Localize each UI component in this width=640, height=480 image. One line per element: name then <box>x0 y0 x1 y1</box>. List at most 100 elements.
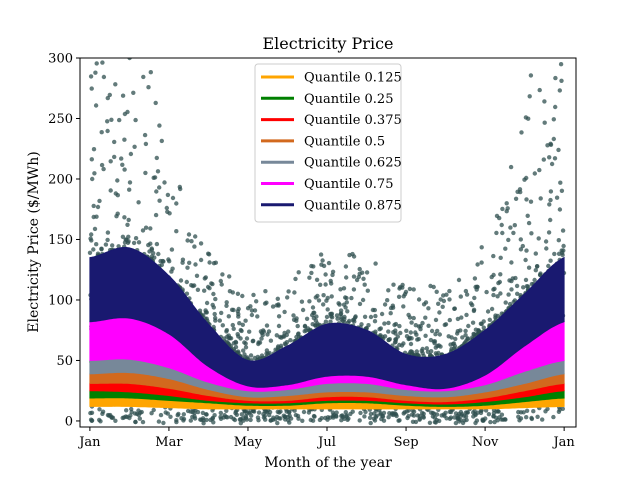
scatter-point <box>401 304 406 309</box>
legend: Quantile 0.125 Quantile 0.25 Quantile 0.37… <box>254 63 402 223</box>
scatter-point <box>98 31 102 35</box>
scatter-point <box>524 197 529 202</box>
scatter-point <box>230 322 235 328</box>
scatter-point <box>481 325 486 330</box>
scatter-point <box>542 99 547 104</box>
scatter-point <box>107 92 113 98</box>
scatter-point <box>212 311 217 317</box>
scatter-point <box>100 29 104 33</box>
scatter-point <box>503 417 508 422</box>
scatter-point <box>407 315 413 320</box>
scatter-point <box>240 322 245 327</box>
scatter-point <box>292 408 297 413</box>
scatter-point <box>155 169 161 174</box>
scatter-point <box>204 412 209 417</box>
scatter-point <box>166 257 171 262</box>
scatter-point <box>548 189 554 194</box>
legend-label: Quantile 0.5 <box>304 134 385 149</box>
scatter-point <box>511 230 516 236</box>
scatter-point <box>463 288 469 294</box>
scatter-point <box>93 0 97 2</box>
scatter-point <box>152 255 157 260</box>
scatter-point <box>127 415 132 421</box>
scatter-point <box>170 195 176 201</box>
scatter-point <box>126 217 131 223</box>
scatter-point <box>516 414 521 419</box>
scatter-point <box>318 282 323 287</box>
scatter-point <box>202 288 207 293</box>
scatter-point <box>553 104 558 110</box>
scatter-point <box>238 327 243 333</box>
scatter-point <box>276 303 281 308</box>
scatter-point <box>348 411 353 417</box>
scatter-point <box>466 323 471 329</box>
scatter-point <box>495 294 500 299</box>
scatter-point <box>318 252 324 257</box>
scatter-point <box>397 342 402 348</box>
scatter-point <box>559 78 564 84</box>
scatter-point <box>362 282 367 287</box>
scatter-point <box>133 117 138 123</box>
scatter-point <box>382 321 387 326</box>
scatter-point <box>285 295 290 300</box>
scatter-point <box>533 268 538 273</box>
scatter-point <box>529 415 534 421</box>
scatter-point <box>244 417 249 422</box>
scatter-point <box>395 334 400 339</box>
scatter-point <box>406 413 411 419</box>
scatter-point <box>341 286 347 291</box>
scatter-point <box>373 261 378 266</box>
scatter-point <box>218 278 223 284</box>
scatter-point <box>261 415 267 420</box>
y-tick-label: 250 <box>48 112 73 127</box>
scatter-point <box>242 340 247 345</box>
scatter-point <box>460 420 466 426</box>
scatter-point <box>101 5 105 9</box>
scatter-point <box>401 341 406 346</box>
scatter-point <box>431 284 436 290</box>
scatter-point <box>189 283 194 288</box>
scatter-point <box>304 316 310 321</box>
scatter-point <box>251 338 256 343</box>
scatter-point <box>443 322 449 327</box>
scatter-point <box>381 418 387 423</box>
scatter-point <box>367 415 373 420</box>
scatter-point <box>401 294 406 299</box>
scatter-point <box>459 315 464 320</box>
scatter-point <box>540 417 545 422</box>
scatter-point <box>148 70 153 75</box>
scatter-point <box>546 52 550 56</box>
scatter-point <box>285 414 291 420</box>
scatter-point <box>354 277 360 283</box>
scatter-point <box>218 410 223 416</box>
scatter-point <box>140 22 144 26</box>
scatter-point <box>360 270 365 275</box>
scatter-point <box>526 116 531 121</box>
scatter-point <box>151 407 156 413</box>
scatter-point <box>300 307 306 313</box>
scatter-point <box>323 415 328 421</box>
scatter-point <box>499 222 504 228</box>
scatter-point <box>262 409 268 414</box>
x-tick-label: Jul <box>316 435 336 450</box>
scatter-point <box>561 243 566 249</box>
scatter-point <box>231 341 237 346</box>
scatter-point <box>419 348 424 354</box>
scatter-point <box>528 73 534 78</box>
scatter-point <box>426 323 431 328</box>
scatter-point <box>479 260 484 265</box>
scatter-point <box>397 323 402 329</box>
scatter-point <box>526 265 532 270</box>
scatter-point <box>247 329 252 334</box>
scatter-point <box>476 328 481 334</box>
scatter-point <box>205 284 211 290</box>
scatter-point <box>465 410 470 415</box>
scatter-point <box>200 410 206 416</box>
scatter-point <box>88 17 92 21</box>
scatter-point <box>99 130 104 135</box>
scatter-point <box>456 277 462 283</box>
scatter-point <box>326 260 332 266</box>
scatter-point <box>233 410 238 416</box>
scatter-point <box>210 281 215 287</box>
scatter-point <box>388 311 393 316</box>
